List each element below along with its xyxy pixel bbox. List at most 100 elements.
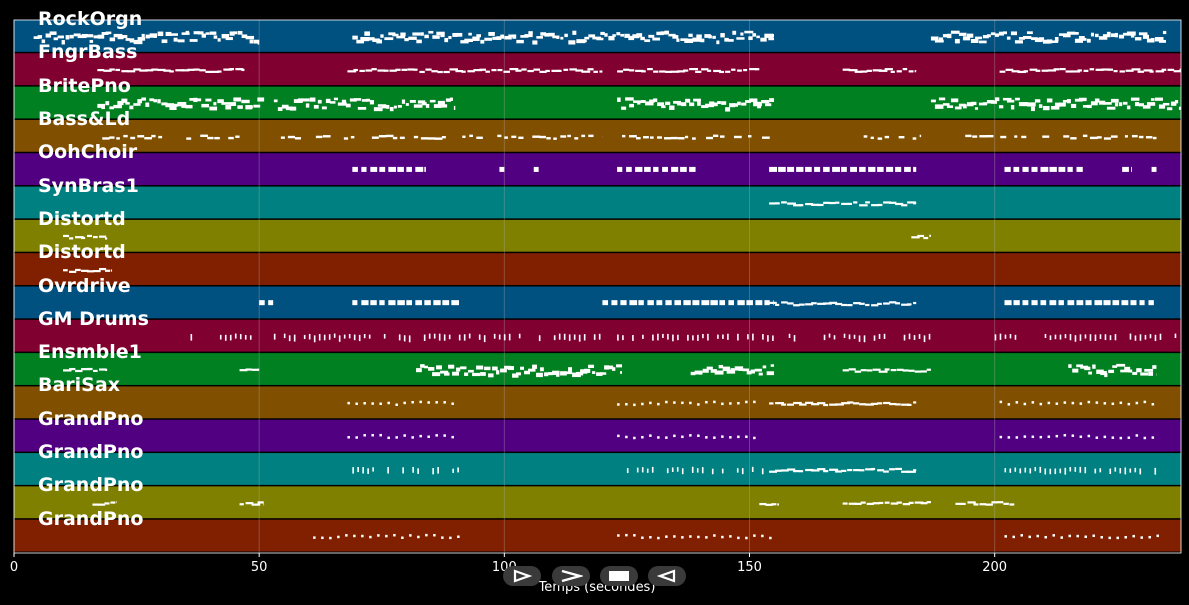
note: [633, 534, 636, 537]
note: [689, 434, 692, 437]
note: [1060, 536, 1063, 539]
note: [371, 136, 379, 139]
play-button[interactable]: [503, 566, 541, 586]
note: [998, 31, 1004, 36]
note: [1118, 102, 1123, 107]
note: [942, 34, 951, 38]
note: [425, 103, 430, 108]
note: [125, 102, 130, 105]
note: [257, 97, 265, 102]
note: [440, 370, 449, 374]
note: [512, 34, 517, 39]
note: [752, 333, 754, 341]
note: [515, 69, 522, 72]
note-segment: [97, 68, 245, 73]
note: [765, 503, 773, 506]
note: [1023, 435, 1027, 438]
note: [1112, 365, 1118, 368]
stop-button[interactable]: [600, 566, 638, 586]
note: [596, 372, 603, 376]
track-lane-8: [14, 286, 1181, 319]
note: [369, 100, 375, 105]
note: [360, 37, 370, 42]
note: [1130, 300, 1137, 306]
note: [1136, 368, 1142, 373]
note: [884, 135, 890, 139]
note: [1107, 68, 1114, 71]
note: [105, 31, 112, 35]
note: [443, 434, 446, 437]
note: [389, 106, 394, 112]
note: [1104, 373, 1108, 378]
note: [702, 368, 709, 373]
note: [1049, 468, 1052, 475]
note: [965, 134, 972, 138]
note: [829, 201, 836, 205]
note: [823, 470, 829, 473]
note: [842, 68, 851, 71]
track-label: GrandPno: [38, 407, 144, 430]
note: [680, 166, 687, 172]
note: [403, 401, 406, 405]
note: [593, 334, 596, 340]
note: [769, 536, 772, 540]
note: [991, 501, 998, 504]
note: [1063, 433, 1067, 437]
note: [701, 68, 709, 71]
note: [1039, 466, 1042, 473]
note: [456, 32, 463, 37]
note: [321, 106, 327, 110]
note: [189, 98, 196, 101]
note: [357, 467, 359, 473]
note-segment: [617, 400, 756, 407]
note: [805, 468, 814, 472]
track-lane-5: [14, 186, 1181, 219]
note: [986, 134, 994, 138]
note: [563, 333, 566, 340]
note: [727, 333, 729, 340]
note-segment: [955, 501, 1015, 506]
note: [657, 102, 665, 107]
note: [889, 468, 895, 471]
fast-forward-button[interactable]: [552, 566, 590, 586]
note-segment: [617, 333, 774, 342]
note: [750, 369, 755, 374]
note: [149, 33, 158, 38]
rewind-button[interactable]: [648, 566, 686, 586]
note: [560, 135, 567, 138]
note: [93, 269, 101, 273]
note: [293, 334, 296, 342]
note: [569, 68, 577, 71]
note: [710, 300, 718, 306]
note: [705, 436, 708, 439]
note: [1096, 136, 1102, 139]
note: [961, 502, 966, 505]
note: [1084, 334, 1087, 339]
note: [251, 368, 259, 371]
note: [105, 368, 108, 372]
note: [353, 98, 362, 101]
note: [657, 333, 659, 341]
note-segment: [999, 400, 1155, 406]
note: [444, 37, 449, 43]
note: [853, 302, 861, 305]
note: [717, 334, 719, 339]
note: [149, 98, 155, 102]
note: [1013, 300, 1020, 306]
note: [681, 536, 684, 539]
note: [201, 103, 209, 108]
note: [1042, 39, 1051, 44]
note: [848, 334, 851, 340]
note: [865, 403, 874, 406]
note: [229, 102, 237, 107]
note-segment: [1004, 534, 1159, 540]
note: [173, 37, 178, 42]
note: [775, 202, 780, 205]
note: [1035, 69, 1041, 72]
note: [395, 68, 401, 71]
note: [664, 30, 670, 35]
note: [823, 201, 830, 204]
note: [994, 97, 1000, 102]
note: [707, 69, 712, 72]
note: [165, 103, 174, 108]
